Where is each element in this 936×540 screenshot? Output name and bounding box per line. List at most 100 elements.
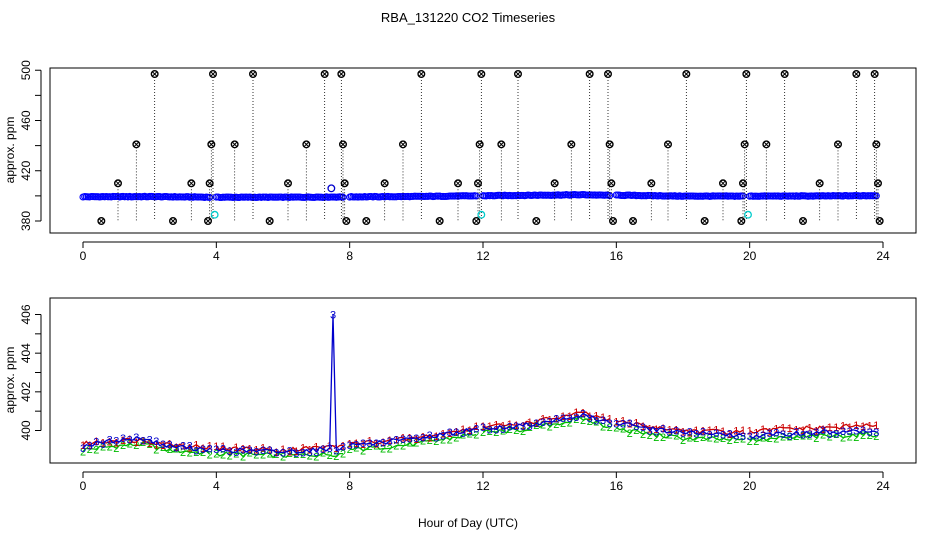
series-3-label: 3: [740, 431, 746, 443]
series-1-label: 1: [687, 428, 693, 440]
series-3-label: 3: [247, 445, 253, 457]
flagged-point-cross: [875, 180, 881, 186]
top-y-axis: 380 420 460 500: [19, 60, 42, 231]
series-1-label: 1: [260, 442, 266, 454]
series-3-line: [82, 436, 211, 453]
series-2-label: 2: [700, 432, 706, 444]
series-2-label: 2: [333, 451, 339, 463]
series-2-label: 2: [300, 449, 306, 461]
series-1-line: [616, 419, 744, 435]
series-2-label: 2: [547, 422, 553, 434]
series-2-label: 2: [667, 430, 673, 442]
flagged-point: [205, 179, 214, 188]
flagged-point-cross: [683, 71, 689, 77]
flagged-point-cross: [152, 71, 158, 77]
flagged-point-cross: [115, 180, 121, 186]
flagged-point-cross: [853, 71, 859, 77]
flagged-point-cross: [740, 180, 746, 186]
top-x-axis: 0 4 8 12 16 20 24: [80, 241, 890, 263]
flagged-point: [870, 69, 879, 78]
series-3-label: 3: [453, 427, 459, 439]
series-2-label: 2: [167, 444, 173, 456]
series-3-label: 3: [360, 438, 366, 450]
series-3-label: 3: [333, 445, 339, 457]
series-2-line: [482, 416, 610, 434]
series-3-label: 3: [500, 424, 506, 436]
series-3-label: 3: [687, 426, 693, 438]
series-1-label: 1: [793, 425, 799, 437]
series-3-label: 3: [433, 432, 439, 444]
series-3-label: 3: [160, 439, 166, 451]
top-plot-marks: [79, 69, 884, 225]
flagged-point: [700, 216, 709, 225]
series-2-label: 2: [627, 428, 633, 440]
series-2-label: 2: [260, 450, 266, 462]
series-1-label: 1: [493, 419, 499, 431]
series-3-label: 3: [300, 447, 306, 459]
series-1-label: 1: [833, 422, 839, 434]
series-2-label: 2: [500, 425, 506, 437]
series-2-label: 2: [527, 422, 533, 434]
series-1-label: 1: [620, 416, 626, 428]
series-3-label: 3: [753, 430, 759, 442]
bottom-x-axis: 0 4 8 12 16 20 24: [80, 471, 890, 493]
series-1-label: 1: [593, 411, 599, 423]
series-1-label: 1: [107, 437, 113, 449]
series-1-label: 1: [373, 439, 379, 451]
series-3-label: 3: [873, 427, 879, 439]
series-3-label: 3: [407, 433, 413, 445]
series-2-label: 2: [140, 437, 146, 449]
flagged-point-cross: [587, 71, 593, 77]
flagged-point-cross: [873, 142, 879, 147]
flagged-point: [339, 140, 348, 149]
series-2-label: 2: [280, 452, 286, 464]
flagged-point: [302, 140, 311, 149]
series-3-label: 3: [653, 426, 659, 438]
series-3-label: 3: [580, 409, 586, 421]
series-2-line: [215, 451, 343, 459]
y-tick-label: 460: [19, 110, 33, 130]
series-1-label: 1: [553, 413, 559, 425]
series-3-label: 3: [767, 428, 773, 440]
x-tick-label: 24: [876, 249, 890, 263]
series-3-label: 3: [827, 429, 833, 441]
series-3-label: 3: [553, 413, 559, 425]
series-2-label: 2: [247, 448, 253, 460]
series-2-label: 2: [207, 449, 213, 461]
series-2-label: 2: [120, 440, 126, 452]
series-3-line: [482, 412, 611, 431]
series-3-label: 3: [100, 439, 106, 451]
flagged-point: [799, 216, 808, 225]
y-tick-label: 404: [19, 343, 33, 363]
flagged-point: [834, 140, 843, 149]
flagged-point-cross: [473, 218, 479, 224]
flagged-point-cross: [342, 180, 348, 186]
top-plot-frame: [49, 67, 917, 234]
x-tick-label: 8: [346, 249, 353, 263]
series-1-label: 1: [160, 440, 166, 452]
flagged-point: [340, 179, 349, 188]
flagged-point-cross: [533, 218, 539, 224]
series-3-label: 3: [120, 433, 126, 445]
x-tick-label: 20: [743, 249, 757, 263]
series-3-label: 3: [480, 422, 486, 434]
series-1-label: 1: [627, 419, 633, 431]
flagged-point: [248, 69, 257, 78]
series-3-label: 3: [780, 429, 786, 441]
flagged-point: [342, 216, 351, 225]
series-2-label: 2: [387, 443, 393, 455]
series-2-label: 2: [267, 448, 273, 460]
series-3-label: 3: [647, 426, 653, 438]
flagged-point-cross: [133, 142, 139, 147]
series-1-label: 1: [847, 422, 853, 434]
series-1-label: 1: [293, 446, 299, 458]
series-3-label: 3: [320, 444, 326, 456]
series-2-label: 2: [567, 418, 573, 430]
x-tick-label: 4: [213, 479, 220, 493]
series-3-label: 3: [380, 438, 386, 450]
series-3-label: 3: [787, 431, 793, 443]
flagged-point: [609, 216, 618, 225]
series-2-label: 2: [733, 434, 739, 446]
series-2-label: 2: [347, 444, 353, 456]
